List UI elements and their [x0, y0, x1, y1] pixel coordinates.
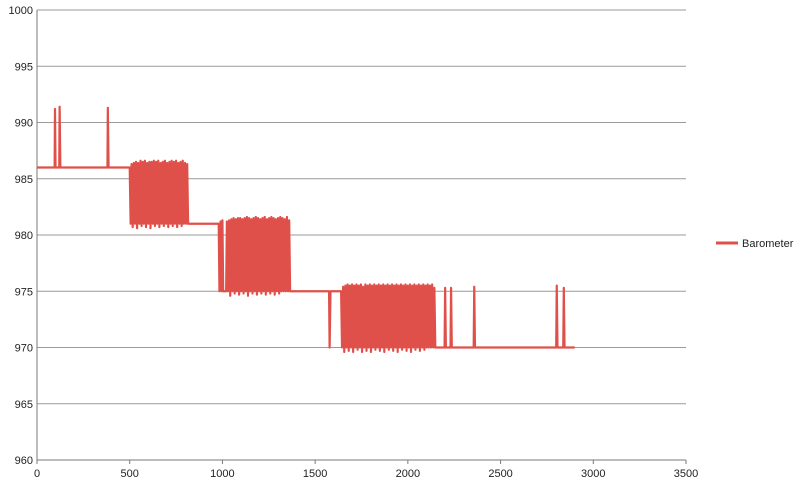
x-tick-label: 1000	[210, 468, 234, 480]
x-tick-label: 2000	[396, 468, 420, 480]
legend: Barometer	[716, 238, 794, 250]
series-line-barometer	[37, 105, 575, 354]
y-tick-label: 995	[15, 61, 33, 73]
y-tick-label: 980	[15, 230, 33, 242]
x-tick-label: 3500	[674, 468, 698, 480]
x-tick-label: 2500	[488, 468, 512, 480]
y-tick-label: 965	[15, 399, 33, 411]
y-tick-label: 960	[15, 455, 33, 467]
x-tick-label: 1500	[303, 468, 327, 480]
y-tick-label: 985	[15, 174, 33, 186]
y-tick-label: 975	[15, 286, 33, 298]
y-axis-tick-labels: 960 965 970 975 980 985 990 995 1000	[9, 5, 33, 467]
x-tick-label: 0	[34, 468, 40, 480]
x-axis-tick-labels: 0 500 1000 1500 2000 2500 3000 3500	[34, 468, 698, 480]
y-tick-label: 990	[15, 118, 33, 130]
legend-label-barometer: Barometer	[742, 238, 794, 250]
series-lines	[37, 105, 575, 354]
x-tick-label: 3000	[581, 468, 605, 480]
y-tick-label: 970	[15, 343, 33, 355]
x-tick-label: 500	[121, 468, 139, 480]
axes	[36, 10, 687, 464]
y-tick-label: 1000	[9, 5, 33, 17]
